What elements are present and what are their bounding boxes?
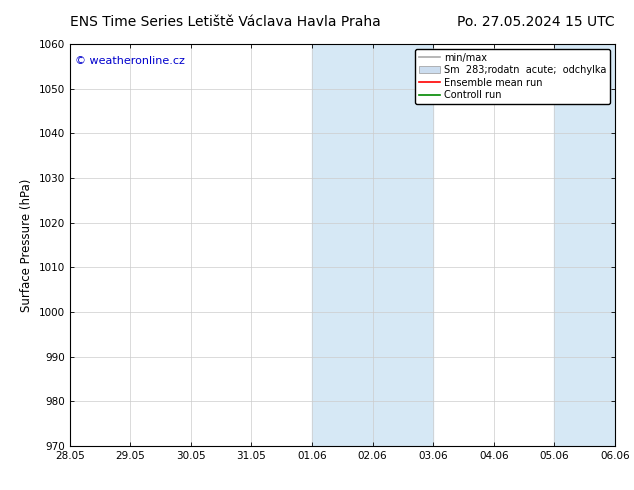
Bar bbox=[554, 44, 615, 446]
Text: Po. 27.05.2024 15 UTC: Po. 27.05.2024 15 UTC bbox=[457, 15, 615, 29]
Text: ENS Time Series Letiště Václava Havla Praha: ENS Time Series Letiště Václava Havla Pr… bbox=[70, 15, 380, 29]
Legend: min/max, Sm  283;rodatn  acute;  odchylka, Ensemble mean run, Controll run: min/max, Sm 283;rodatn acute; odchylka, … bbox=[415, 49, 610, 104]
Bar bbox=[312, 44, 433, 446]
Text: © weatheronline.cz: © weatheronline.cz bbox=[75, 56, 185, 66]
Y-axis label: Surface Pressure (hPa): Surface Pressure (hPa) bbox=[20, 178, 33, 312]
